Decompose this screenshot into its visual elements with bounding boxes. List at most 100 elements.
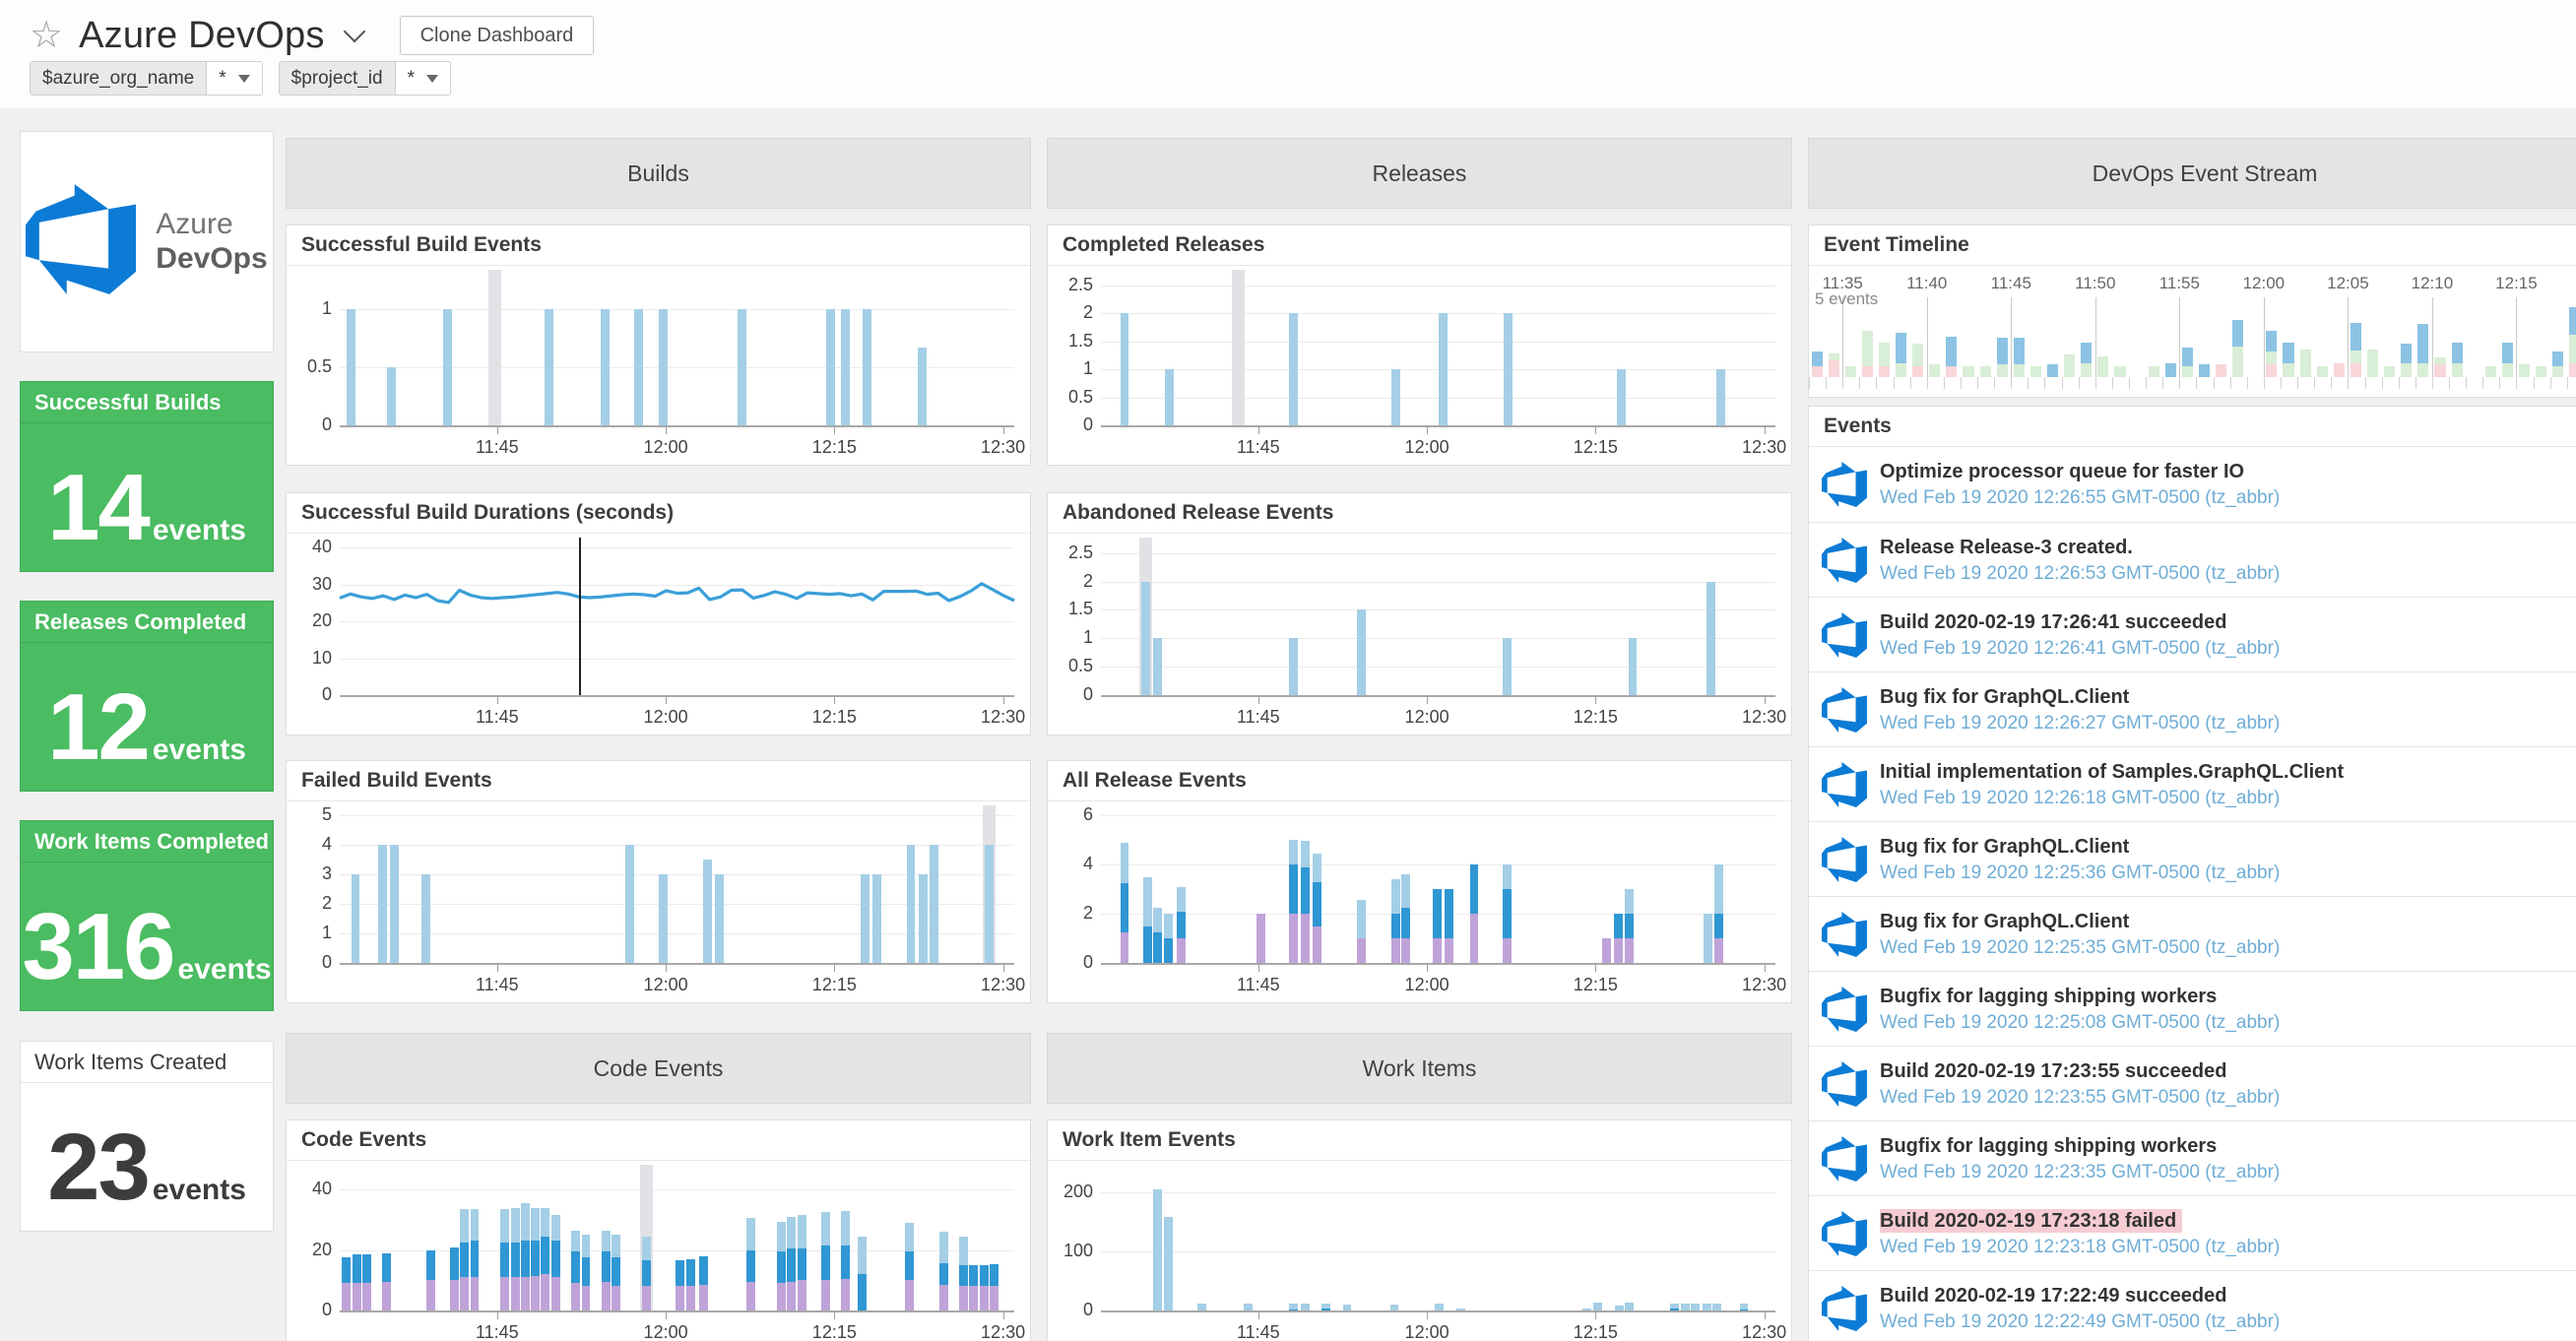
- event-row[interactable]: Optimize processor queue for faster IO We…: [1809, 447, 2576, 522]
- timeline-bar-g: [2283, 362, 2294, 377]
- clone-dashboard-button[interactable]: Clone Dashboard: [399, 16, 595, 55]
- x-axis-tick: [1002, 1311, 1004, 1319]
- template-var-project-id[interactable]: $project_id *: [278, 61, 451, 96]
- event-row[interactable]: Bug fix for GraphQL.Client Wed Feb 19 202…: [1809, 896, 2576, 971]
- bar-segment-b: [841, 1245, 851, 1279]
- bar-segment-b: [342, 1257, 352, 1284]
- stat-card-successful-builds[interactable]: Successful Builds 14 events: [20, 381, 274, 572]
- widget-title: Abandoned Release Events: [1048, 493, 1791, 534]
- event-row[interactable]: Bugfix for lagging shipping workers Wed F…: [1809, 1120, 2576, 1195]
- x-axis-tick: [1002, 964, 1004, 972]
- bar-segment-l: [1581, 1309, 1591, 1310]
- chart-code-events[interactable]: 0 20 40 11:45 12:00 12:15 12:30: [287, 1161, 1030, 1341]
- event-timestamp-link[interactable]: Wed Feb 19 2020 12:23:55 GMT-0500 (tz_ab…: [1880, 1086, 2281, 1108]
- bar-segment-l: [1143, 876, 1153, 926]
- title-chevron-down-icon[interactable]: [343, 20, 365, 43]
- event-timestamp-link[interactable]: Wed Feb 19 2020 12:25:36 GMT-0500 (tz_ab…: [1880, 862, 2281, 883]
- timeline-minute-tick: [1926, 377, 1928, 389]
- event-row[interactable]: Build 2020-02-19 17:23:55 succeeded Wed F…: [1809, 1046, 2576, 1120]
- event-row[interactable]: Release Release-3 created. Wed Feb 19 202…: [1809, 522, 2576, 597]
- template-var-azure-org-name[interactable]: $azure_org_name *: [30, 61, 263, 96]
- event-icon: [1809, 462, 1880, 507]
- event-row[interactable]: Build 2020-02-19 17:23:18 failed Wed Feb …: [1809, 1195, 2576, 1270]
- bar-segment-l: [1715, 369, 1725, 425]
- bar-segment-p: [531, 1275, 541, 1310]
- bar-segment-b: [426, 1249, 435, 1281]
- azure-devops-logo-icon: [26, 184, 137, 299]
- stat-card-work-items-completed[interactable]: Work Items Completed 316 events: [20, 820, 274, 1011]
- bar-segment-p: [541, 1274, 550, 1310]
- event-timestamp-link[interactable]: Wed Feb 19 2020 12:26:53 GMT-0500 (tz_ab…: [1880, 562, 2281, 584]
- chart-all-release-events[interactable]: 0 2 4 6 11:45 12:00 12:15 12:30: [1048, 801, 1791, 1002]
- event-timestamp-link[interactable]: Wed Feb 19 2020 12:26:41 GMT-0500 (tz_ab…: [1880, 637, 2281, 659]
- stat-value: 12: [47, 674, 151, 780]
- event-row[interactable]: Bug fix for GraphQL.Client Wed Feb 19 202…: [1809, 671, 2576, 746]
- x-axis-label: 12:00: [643, 707, 688, 727]
- grid-line: [1101, 1251, 1775, 1252]
- line-series: [339, 582, 1015, 605]
- y-axis-label: 0: [1082, 1300, 1093, 1319]
- bar-segment-b: [541, 1236, 550, 1275]
- timeline-bar-p: [1878, 365, 1891, 377]
- timeline-minute-tick: [2482, 377, 2484, 389]
- grid-line: [340, 1249, 1014, 1251]
- y-axis-label: 5: [321, 804, 332, 824]
- y-axis-label: 40: [311, 1179, 332, 1199]
- chart-completed-releases[interactable]: 0 0.5 1 1.5 2 2.5 11:45 12:00 12:15 12:30: [1048, 266, 1791, 465]
- event-timestamp-link[interactable]: Wed Feb 19 2020 12:26:18 GMT-0500 (tz_ab…: [1880, 787, 2281, 808]
- bar-segment-l: [550, 1215, 560, 1242]
- event-timestamp-link[interactable]: Wed Feb 19 2020 12:25:35 GMT-0500 (tz_ab…: [1880, 936, 2281, 958]
- event-timestamp-link[interactable]: Wed Feb 19 2020 12:23:35 GMT-0500 (tz_ab…: [1880, 1161, 2281, 1182]
- grid-line: [1101, 369, 1775, 371]
- event-timestamp-link[interactable]: Wed Feb 19 2020 12:25:08 GMT-0500 (tz_ab…: [1880, 1011, 2281, 1033]
- event-timestamp-link[interactable]: Wed Feb 19 2020 12:26:27 GMT-0500 (tz_ab…: [1880, 712, 2281, 734]
- group-header-builds: Builds: [286, 138, 1031, 209]
- chart-abandoned-release-events[interactable]: 0 0.5 1 1.5 2 2.5 11:45 12:00 12:15 12:30: [1048, 534, 1791, 734]
- event-row[interactable]: Bugfix for lagging shipping workers Wed F…: [1809, 971, 2576, 1046]
- chart-successful-build-events[interactable]: 0 0.5 1 11:45 12:00 12:15 12:30: [287, 266, 1030, 465]
- event-row[interactable]: Build 2020-02-19 17:22:49 succeeded Wed F…: [1809, 1270, 2576, 1341]
- y-axis-label: 0: [321, 684, 332, 704]
- event-timestamp-link[interactable]: Wed Feb 19 2020 12:22:49 GMT-0500 (tz_ab…: [1880, 1310, 2281, 1332]
- azure-devops-logo-text: Azure DevOps: [156, 208, 267, 276]
- event-row[interactable]: Build 2020-02-19 17:26:41 succeeded Wed F…: [1809, 597, 2576, 671]
- event-title: Build 2020-02-19 17:23:18 failed: [1880, 1207, 2280, 1236]
- logo-text-devops: DevOps: [156, 241, 268, 275]
- chart-failed-build-events[interactable]: 0 1 2 3 4 5 11:45 12:00 12:15 12:30: [287, 801, 1030, 1002]
- stat-unit: events: [152, 514, 246, 546]
- event-row[interactable]: Initial implementation of Samples.GraphQ…: [1809, 746, 2576, 821]
- timeline-bar-g: [2029, 365, 2041, 377]
- timeline-axis-label: 11:35: [1822, 274, 1863, 292]
- events-list: Optimize processor queue for faster IO We…: [1809, 447, 2576, 1341]
- y-axis-label: 1.5: [1067, 599, 1093, 619]
- chart-event-timeline[interactable]: 11:35 11:40 11:45 11:50 11:55 12:00 12:05 12:10…: [1809, 266, 2576, 397]
- bar-segment-l: [820, 1212, 830, 1246]
- x-axis-tick: [1427, 426, 1429, 434]
- event-timestamp-link[interactable]: Wed Feb 19 2020 12:23:18 GMT-0500 (tz_ab…: [1880, 1236, 2281, 1257]
- timeline-minute-tick: [2061, 377, 2063, 389]
- grid-line: [340, 1310, 1014, 1312]
- template-var-value-dropdown[interactable]: *: [207, 62, 261, 95]
- event-row[interactable]: Bug fix for GraphQL.Client Wed Feb 19 202…: [1809, 821, 2576, 896]
- stat-card-work-items-created[interactable]: Work Items Created 23 events: [20, 1041, 274, 1232]
- template-var-value-dropdown[interactable]: *: [396, 62, 450, 95]
- x-axis-label: 12:15: [811, 707, 857, 727]
- favorite-star-icon[interactable]: ☆: [30, 15, 64, 56]
- timeline-axis-label: 12:15: [2495, 274, 2538, 292]
- bar-segment-l: [1301, 841, 1311, 867]
- x-axis-label: 12:00: [1404, 1322, 1449, 1341]
- chart-work-item-events[interactable]: 0 100 200 11:45 12:00 12:15 12:30: [1048, 1161, 1791, 1341]
- event-timestamp-link[interactable]: Wed Feb 19 2020 12:26:55 GMT-0500 (tz_ab…: [1880, 487, 2281, 509]
- grid-line: [1101, 552, 1775, 554]
- chart-successful-build-durations[interactable]: 0 10 20 30 40 11:45 12:00 12:15 12:30: [287, 534, 1030, 734]
- event-texts: Bugfix for lagging shipping workers Wed F…: [1880, 983, 2280, 1036]
- event-texts: Build 2020-02-19 17:26:41 succeeded Wed F…: [1880, 608, 2280, 662]
- stat-card-releases-completed[interactable]: Releases Completed 12 events: [20, 601, 274, 792]
- bar-segment-b: [1400, 907, 1410, 938]
- bar-segment-p: [820, 1280, 830, 1310]
- group-header-work-items: Work Items: [1047, 1033, 1792, 1104]
- bar-segment-b: [581, 1257, 591, 1287]
- y-axis-label: 4: [1082, 854, 1093, 873]
- timeline-minute-tick: [2331, 377, 2333, 389]
- bar-segment-l: [500, 1209, 510, 1243]
